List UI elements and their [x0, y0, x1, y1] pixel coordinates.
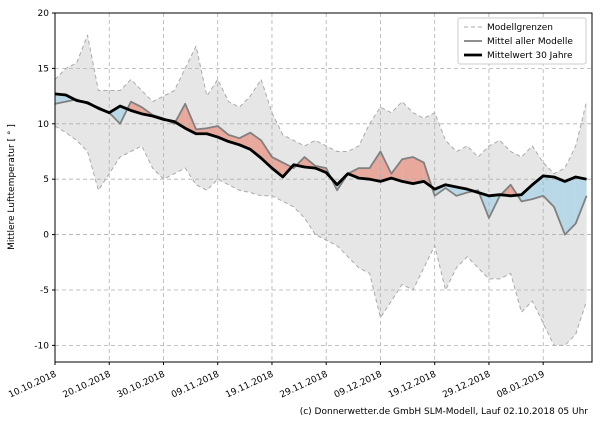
x-tick-label: 19.12.2018 [387, 370, 438, 401]
credit: (c) Donnerwetter.de GmbH SLM-Modell, Lau… [300, 407, 589, 417]
model-lower-line [54, 125, 588, 346]
y-tick-label: -10 [34, 341, 49, 351]
model-mean-line [54, 98, 588, 236]
x-tick-label: 19.11.2018 [224, 370, 275, 401]
x-tick-label: 09.11.2018 [170, 370, 221, 401]
y-tick-label: -5 [40, 286, 49, 296]
y-tick-label: 20 [38, 9, 50, 19]
x-tick-label: 10.10.2018 [7, 370, 58, 401]
y-tick-label: 15 [38, 64, 49, 74]
plot-frame [54, 12, 593, 363]
difference-fill [543, 175, 555, 207]
y-tick-label: 0 [43, 231, 49, 241]
legend-label: Mittel aller Modelle [487, 37, 573, 47]
x-tick-label: 08.01.2019 [496, 370, 547, 401]
y-tick-label: 10 [38, 120, 50, 130]
difference-fill [564, 176, 576, 235]
y-axis-label: Mittlere Lufttemperatur [ ° ] [7, 124, 17, 250]
difference-fill [402, 157, 413, 184]
difference-fill [391, 159, 403, 182]
climate-mean-line [54, 92, 587, 198]
difference-fill [413, 157, 424, 184]
x-tick-label: 09.12.2018 [333, 370, 384, 401]
difference-fill [109, 106, 121, 124]
legend-box [457, 17, 587, 65]
x-tick-label: 30.10.2018 [116, 370, 167, 401]
model-upper-line [54, 34, 588, 175]
legend-label: Modellgrenzen [487, 23, 553, 33]
difference-fill [369, 151, 381, 182]
x-tick-label: 20.10.2018 [62, 370, 113, 401]
x-tick-label: 29.11.2018 [279, 370, 330, 401]
x-tick-label: 29.12.2018 [441, 370, 492, 401]
difference-fill [261, 140, 272, 169]
difference-fill [554, 176, 565, 235]
difference-fill [358, 168, 370, 180]
y-tick-label: 5 [43, 175, 49, 185]
difference-fill [532, 175, 544, 200]
legend-label: Mittelwert 30 Jahre [487, 51, 573, 61]
difference-fill [575, 176, 587, 224]
